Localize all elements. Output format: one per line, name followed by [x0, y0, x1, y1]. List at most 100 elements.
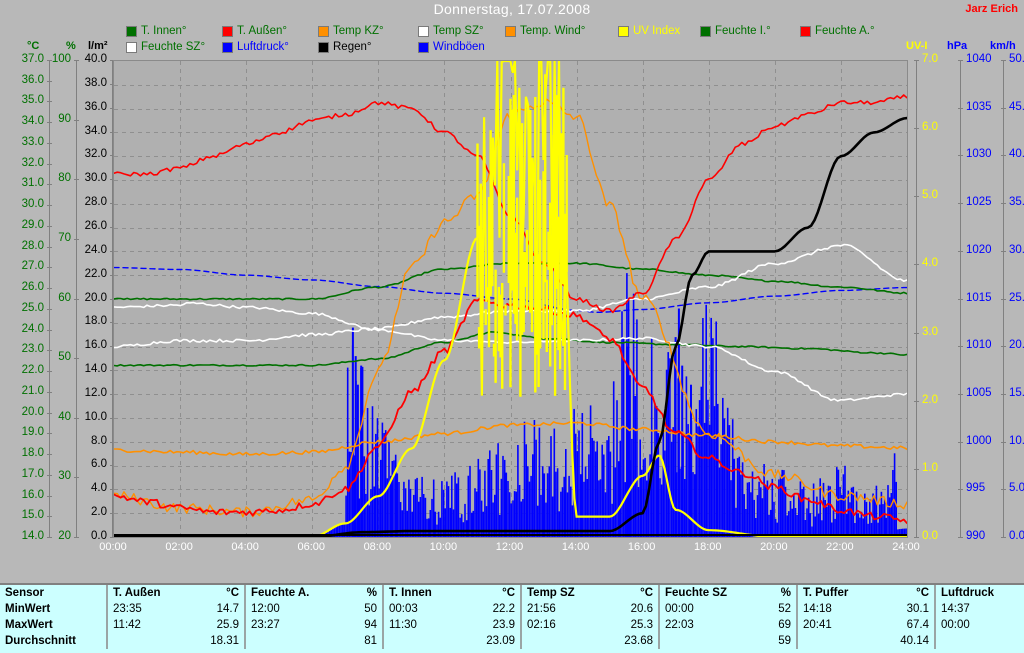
- sensor-summary-table: Sensor T. Außen °C Feuchte A.% T. Innen °C Tem…: [0, 583, 1024, 653]
- legend-item-windb-en[interactable]: Windböen: [418, 41, 485, 53]
- axis-tick-label: 1010: [966, 339, 992, 351]
- axis-tick-label: 16.0: [21, 489, 44, 501]
- axis-tick-label: 32.0: [84, 148, 107, 160]
- x-axis-labels: 00:00 02:00 04:00 06:00 08:00 10:00 12:00 14:00…: [0, 541, 1024, 557]
- cell-time: 00:00: [934, 617, 1004, 633]
- axis-tick-mark: [914, 196, 919, 197]
- axis-tick-label: 50: [58, 351, 71, 363]
- axis-tick-mark: [1001, 60, 1006, 61]
- axis-tick-label: 15.0: [1009, 387, 1024, 399]
- axis-tick-mark: [914, 537, 919, 538]
- legend-item-feuchte-i[interactable]: Feuchte I.°: [700, 25, 771, 37]
- column-header-name: Luftdruck: [934, 585, 1004, 601]
- cell-value: 52: [778, 603, 791, 615]
- axis-tick-mark: [110, 60, 115, 61]
- legend-swatch-icon: [418, 42, 429, 53]
- cell-time: 14:37: [934, 601, 1004, 617]
- axis-tick-label: 28.0: [84, 196, 107, 208]
- cell-value: 23.68: [624, 635, 653, 647]
- axis-tick-mark: [47, 164, 52, 165]
- axis-tick-mark: [1001, 108, 1006, 109]
- cell-value: 30.1: [906, 603, 929, 615]
- legend-item-label: Regen°: [333, 41, 372, 53]
- legend-item-feuchte-sz[interactable]: Feuchte SZ°: [126, 41, 205, 53]
- legend-item-temp-kz[interactable]: Temp KZ°: [318, 25, 384, 37]
- legend-swatch-icon: [505, 26, 516, 37]
- table-row: MinWert 23:35 14.7 12:00 50 00:03 22.2 21:56 20.…: [0, 601, 1024, 617]
- x-axis-tick-label: 08:00: [363, 541, 392, 553]
- column-header-unit: hPa: [1004, 585, 1024, 601]
- axis-tick-label: 31.0: [21, 177, 44, 189]
- axis-tick-mark: [47, 267, 52, 268]
- axis-tick-mark: [74, 120, 79, 121]
- axis-tick-mark: [1001, 442, 1006, 443]
- axis-tick-label: 25.0: [1009, 292, 1024, 304]
- cell-value: 22.2: [492, 603, 515, 615]
- legend-item-temp-wind[interactable]: Temp. Wind°: [505, 25, 585, 37]
- axis-tick-label: 36.0: [84, 101, 107, 113]
- axis-tick-label: 40.0: [84, 53, 107, 65]
- axis-tick-mark: [914, 60, 919, 61]
- legend-item-regen[interactable]: Regen°: [318, 41, 372, 53]
- column-header-name: T. Innen: [382, 585, 452, 601]
- axis-tick-label: 26.0: [84, 220, 107, 232]
- axis-tick-mark: [110, 108, 115, 109]
- axis-tick-label: 36.0: [21, 74, 44, 86]
- axis-tick-label: 18.0: [84, 315, 107, 327]
- axis-tick-mark: [47, 454, 52, 455]
- axis-tick-mark: [74, 537, 79, 538]
- axis-tick-label: 1030: [966, 148, 992, 160]
- axis-tick-label: 30: [58, 470, 71, 482]
- axis-tick-mark: [958, 108, 963, 109]
- legend-item-label: Temp KZ°: [333, 25, 384, 37]
- legend-swatch-icon: [126, 42, 137, 53]
- axis-tick-label: 18.0: [21, 447, 44, 459]
- axis-tick-mark: [958, 203, 963, 204]
- cell-time: 21:56: [520, 601, 590, 617]
- row-label: Sensor: [5, 587, 44, 599]
- axis-tick-mark: [110, 251, 115, 252]
- legend-item-temp-sz[interactable]: Temp SZ°: [418, 25, 484, 37]
- legend-item-t-innen[interactable]: T. Innen°: [126, 25, 187, 37]
- series-uv-spikes: [476, 74, 568, 397]
- legend-swatch-icon: [222, 42, 233, 53]
- legend-item-t-au-en[interactable]: T. Außen°: [222, 25, 287, 37]
- axis-tick-mark: [47, 143, 52, 144]
- axis-tick-mark: [914, 264, 919, 265]
- axis-tick-mark: [47, 350, 52, 351]
- axis-tick-label: 4.0: [922, 257, 938, 269]
- axis-tick-mark: [958, 489, 963, 490]
- legend-item-luftdruck[interactable]: Luftdruck°: [222, 41, 289, 53]
- axis-tick-label: 22.0: [84, 268, 107, 280]
- axis-unit-label: km/h: [990, 40, 1016, 52]
- axis-tick-mark: [110, 370, 115, 371]
- axis-tick-mark: [47, 81, 52, 82]
- cell-value: 1013.6: [1004, 601, 1024, 617]
- legend-item-uv-index[interactable]: UV Index: [618, 25, 680, 37]
- column-header-name: Feuchte A.: [244, 585, 314, 601]
- table-header-row: Sensor T. Außen °C Feuchte A.% T. Innen °C Tem…: [0, 585, 1024, 601]
- axis-tick-label: 1020: [966, 244, 992, 256]
- cell-value: 81: [364, 635, 377, 647]
- legend-item-feuchte-a[interactable]: Feuchte A.°: [800, 25, 875, 37]
- cell-value: 94: [364, 619, 377, 631]
- axis-tick-mark: [958, 251, 963, 252]
- x-axis-tick-label: 02:00: [165, 541, 193, 553]
- chart-plot-area[interactable]: [113, 60, 908, 538]
- legend-swatch-icon: [618, 26, 629, 37]
- axis-tick-label: 0.0: [922, 530, 938, 542]
- column-header-unit: °C: [640, 587, 653, 599]
- legend-item-label: T. Innen°: [141, 25, 187, 37]
- axis-tick-label: 16.0: [84, 339, 107, 351]
- cell-time: [244, 633, 314, 649]
- axis-tick-label: 14.0: [84, 363, 107, 375]
- cell-value: 20.6: [630, 603, 653, 615]
- axis-tick-mark: [958, 394, 963, 395]
- cell-value: 1016.1: [1004, 633, 1024, 649]
- axis-tick-mark: [1001, 203, 1006, 204]
- axis-tick-label: 45.0: [1009, 101, 1024, 113]
- axis-unit-label: UV-I: [906, 40, 928, 52]
- cell-time: 12:00: [244, 601, 314, 617]
- axis-tick-label: 35.0: [1009, 196, 1024, 208]
- x-axis-tick-label: 18:00: [693, 541, 722, 553]
